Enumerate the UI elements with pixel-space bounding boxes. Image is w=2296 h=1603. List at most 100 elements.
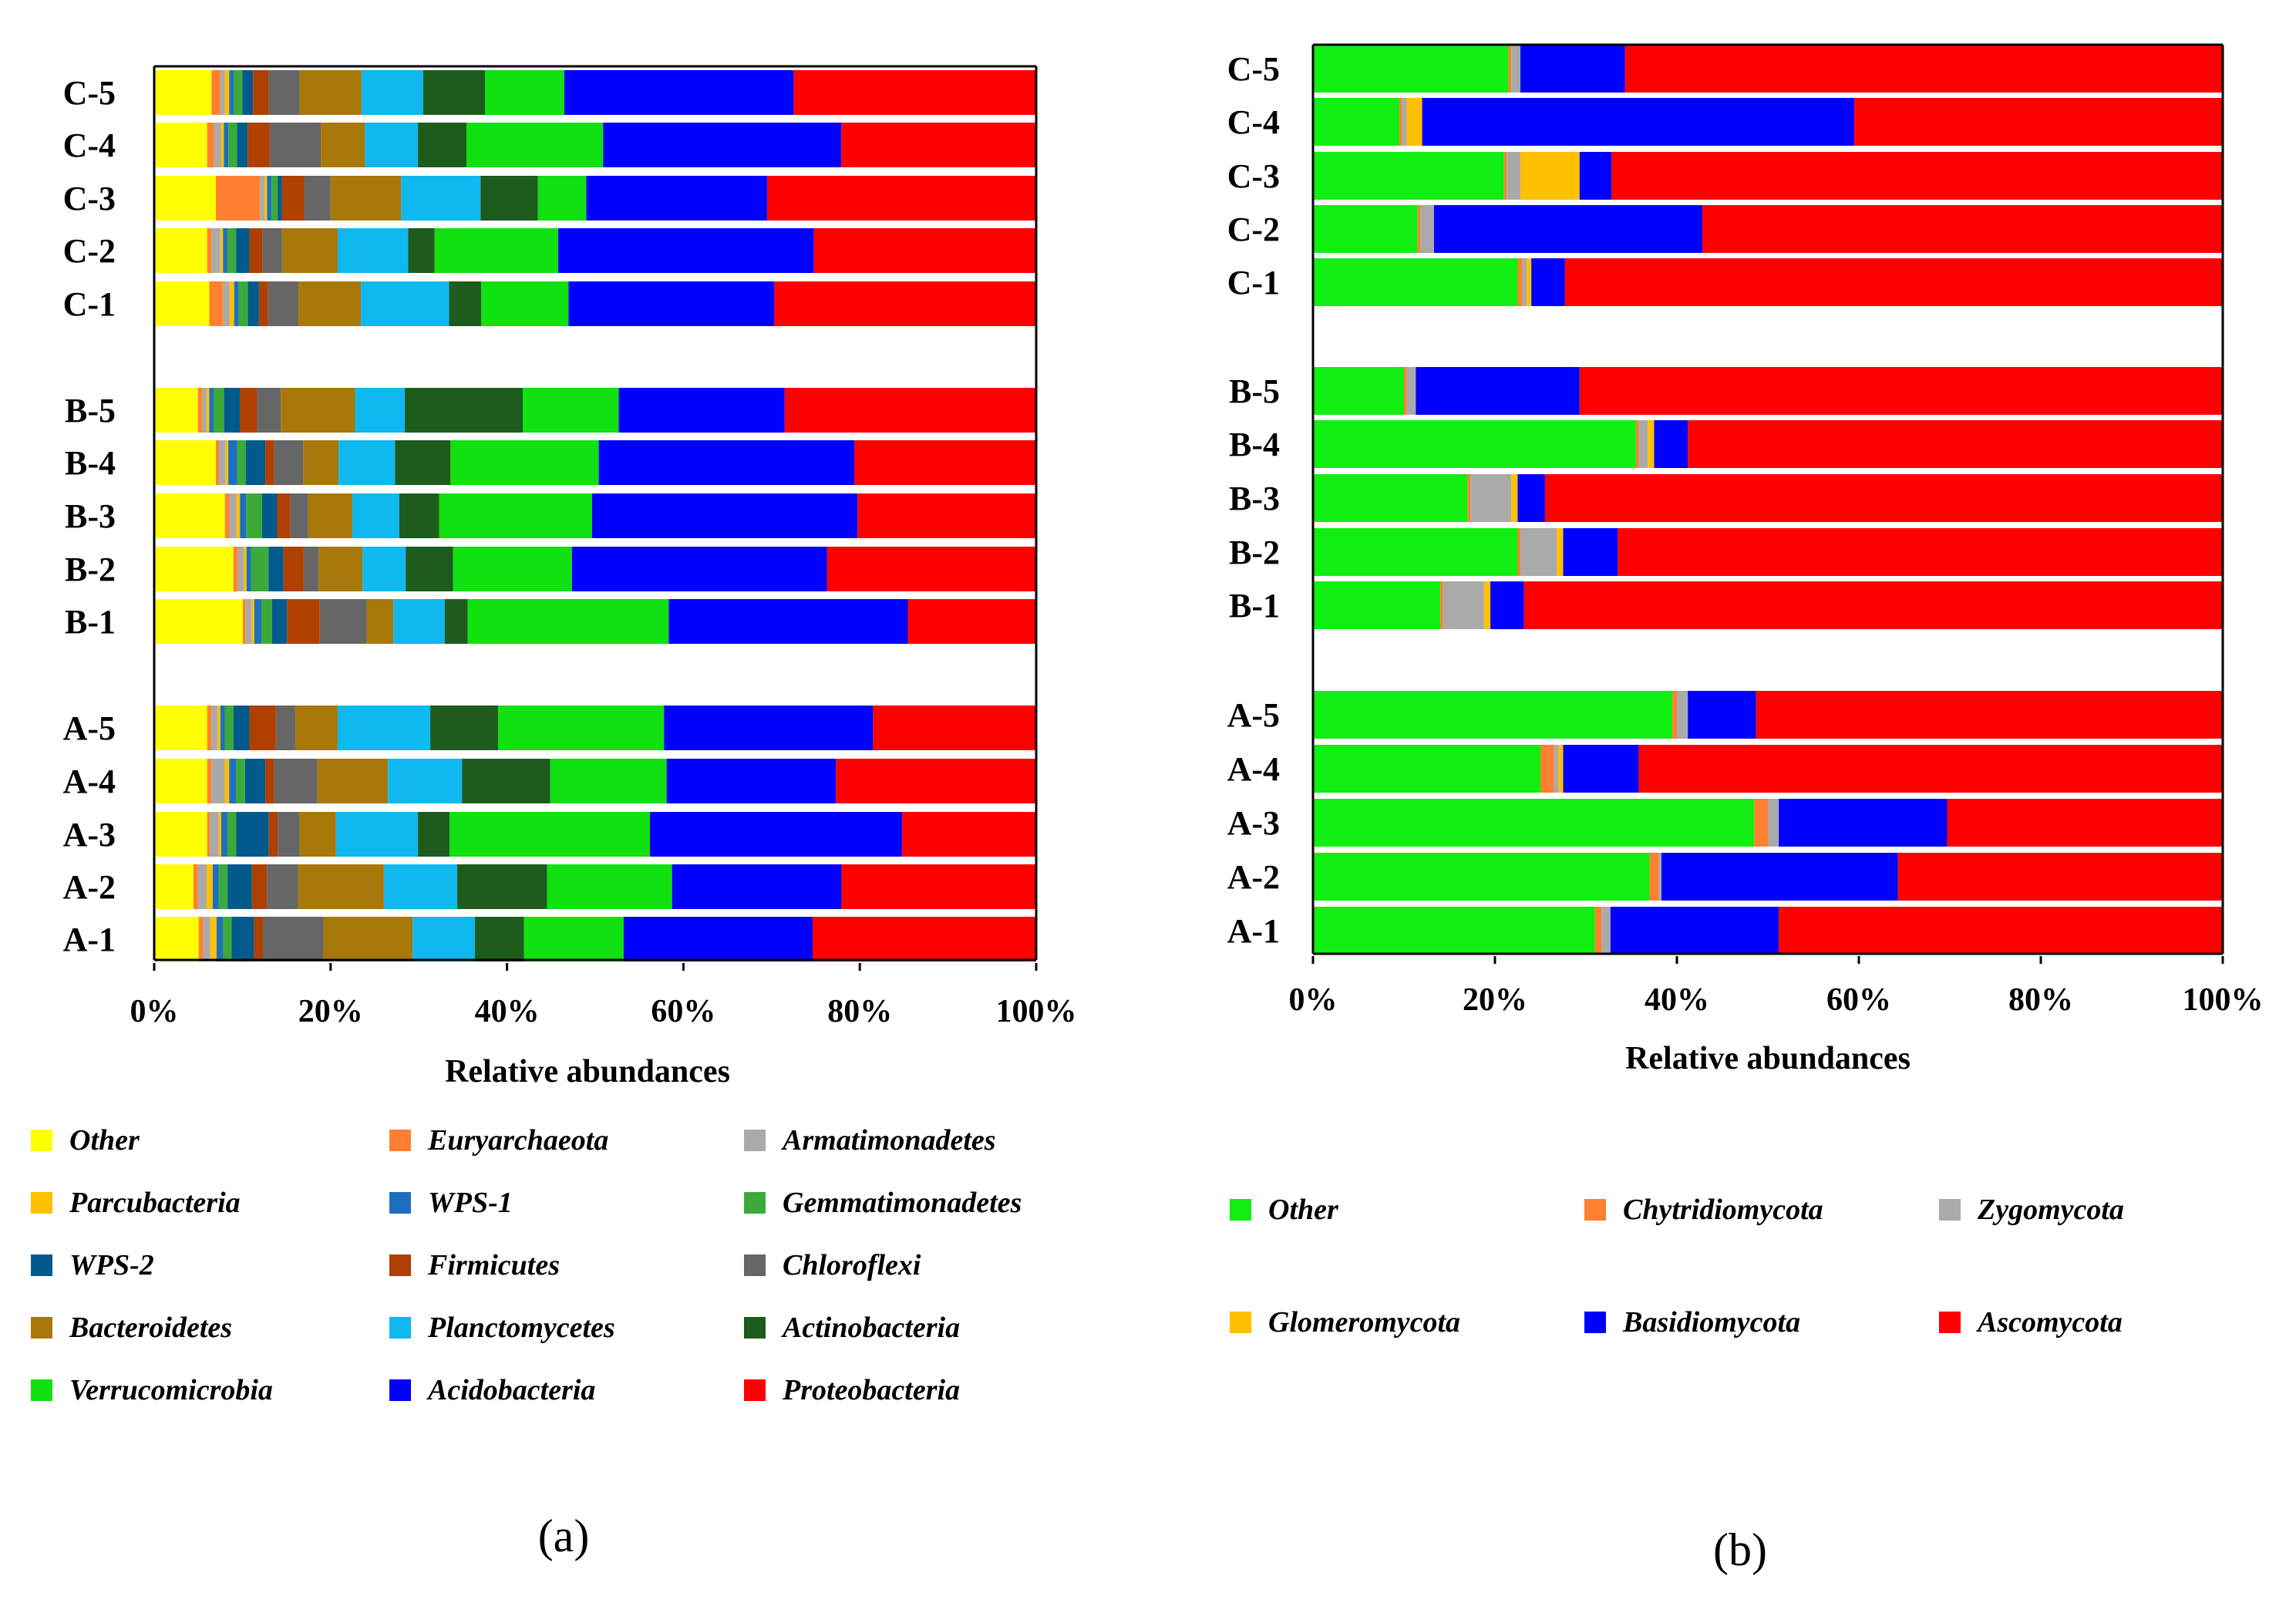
legend-label-Basidiomycota: Basidiomycota	[1622, 1306, 1800, 1339]
bar-segment-C-2-Verrucomicrobia	[434, 228, 558, 273]
bar-segment-B-4-Chytridiomycota	[1635, 420, 1639, 468]
bar-segment-B-5-Armatimonadetes	[202, 388, 207, 433]
bar-segment-A-4-Chloroflexi	[274, 759, 318, 803]
bar-segment-B-3-Firmicutes	[277, 493, 291, 538]
bar-segment-B-5-Acidobacteria	[618, 388, 785, 433]
bar-segment-C-4-Bacteroidetes	[321, 123, 365, 167]
bar-segment-C-5-Zygomycota	[1511, 45, 1521, 93]
legend-swatch-Verrucomicrobia	[31, 1379, 52, 1401]
legend-label-Actinobacteria: Actinobacteria	[781, 1312, 960, 1344]
bar-segment-C-5-Basidiomycota	[1520, 45, 1625, 93]
bar-segment-A-1-Ascomycota	[1779, 907, 2223, 955]
bar-segment-C-4-Planctomycetes	[365, 123, 419, 167]
bar-segment-B-3-Verrucomicrobia	[439, 493, 592, 538]
legend-swatch-Zygomycota	[1939, 1199, 1961, 1221]
bar-segment-A-3-Other	[1313, 799, 1755, 847]
legend-label-Glomeromycota: Glomeromycota	[1268, 1306, 1460, 1339]
bar-segment-A-3-Verrucomicrobia	[449, 812, 650, 857]
legend-swatch-Ascomycota	[1939, 1312, 1961, 1333]
x-tick-label: 40%	[475, 994, 540, 1029]
bar-segment-A-2-Bacteroidetes	[298, 864, 384, 909]
bar-segment-A-4-Proteobacteria	[836, 759, 1036, 803]
legend-label-WPS-1: WPS-1	[428, 1187, 513, 1219]
legend-swatch-Actinobacteria	[744, 1317, 766, 1339]
bar-segment-B-1-Glomeromycota	[1483, 581, 1491, 629]
bar-segment-A-4-Chytridiomycota	[1540, 745, 1554, 793]
bar-segment-B-1-Armatimonadetes	[245, 599, 252, 644]
bar-segment-A-5-Verrucomicrobia	[498, 706, 665, 750]
bar-segment-B-3-Acidobacteria	[591, 493, 858, 538]
x-tick-label: 20%	[1463, 982, 1527, 1018]
legend-label-Acidobacteria: Acidobacteria	[426, 1374, 595, 1406]
y-tick-label-B-3: B-3	[1229, 480, 1280, 517]
bar-segment-C-3-Basidiomycota	[1579, 152, 1612, 200]
bar-segment-B-5-WPS-1	[209, 388, 214, 433]
bar-segment-A-1-Chloroflexi	[262, 917, 324, 961]
bar-segment-C-4-Ascomycota	[1854, 98, 2223, 146]
bar-segment-A-5-Firmicutes	[249, 706, 276, 750]
chart-a-x-axis-label: Relative abundances	[445, 1054, 730, 1089]
bar-segment-A-4-Firmicutes	[265, 759, 274, 803]
bar-segment-A-1-Basidiomycota	[1610, 907, 1779, 955]
y-tick-label-B-4: B-4	[65, 444, 116, 482]
legend-swatch-WPS-1	[389, 1192, 411, 1214]
y-tick-label-A-5: A-5	[1227, 696, 1280, 734]
bar-segment-B-1-WPS-2	[271, 599, 288, 644]
bar-segment-B-2-Euryarchaeota	[233, 547, 238, 591]
bar-segment-B-1-Planctomycetes	[393, 599, 445, 644]
bar-segment-A-1-Firmicutes	[254, 917, 263, 961]
bar-segment-B-2-WPS-2	[268, 547, 284, 591]
bar-segment-A-2-Parcubacteria	[206, 864, 213, 909]
bar-segment-C-1-Euryarchaeota	[209, 281, 224, 326]
bar-segment-C-5-Chloroflexi	[268, 70, 300, 115]
bar-segment-C-3-Proteobacteria	[767, 176, 1036, 221]
bar-segment-B-3-Zygomycota	[1470, 474, 1512, 522]
bar-segment-C-1-Other	[154, 281, 210, 326]
bar-segment-A-5-WPS-1	[220, 706, 225, 750]
bar-segment-B-4-Gemmatimonadetes	[237, 440, 246, 485]
bar-segment-A-5-Armatimonadetes	[211, 706, 218, 750]
bar-segment-B-4-Chloroflexi	[274, 440, 304, 485]
bar-segment-B-4-Other	[154, 440, 217, 485]
bar-segment-A-5-Parcubacteria	[217, 706, 221, 750]
y-tick-label-B-1: B-1	[1229, 587, 1280, 625]
bar-segment-A-5-Actinobacteria	[430, 706, 499, 750]
bar-segment-A-1-Parcubacteria	[210, 917, 217, 961]
legend-swatch-Bacteroidetes	[31, 1317, 52, 1339]
bar-segment-C-4-Glomeromycota	[1406, 98, 1422, 146]
bar-segment-B-5-Firmicutes	[240, 388, 258, 433]
bar-segment-C-5-Euryarchaeota	[211, 70, 221, 115]
bar-segment-C-3-Other	[154, 176, 217, 221]
legend-label-WPS-2: WPS-2	[69, 1249, 154, 1281]
bar-segment-C-5-Parcubacteria	[224, 70, 230, 115]
bar-segment-C-5-Gemmatimonadetes	[233, 70, 243, 115]
x-tick-label: 0%	[1289, 982, 1338, 1018]
bar-segment-C-4-Chytridiomycota	[1399, 98, 1402, 146]
bar-segment-B-3-Bacteroidetes	[308, 493, 353, 538]
bar-segment-A-4-Basidiomycota	[1563, 745, 1639, 793]
y-tick-label-C-2: C-2	[1227, 210, 1280, 248]
bar-segment-A-5-Proteobacteria	[873, 706, 1036, 750]
bar-segment-B-4-Proteobacteria	[854, 440, 1036, 485]
legend-swatch-Proteobacteria	[744, 1379, 766, 1401]
bar-segment-B-1-Chloroflexi	[319, 599, 367, 644]
chart-a-bars	[154, 70, 1037, 961]
bar-segment-B-3-WPS-1	[240, 493, 247, 538]
bar-segment-B-1-Other	[1313, 581, 1441, 629]
bar-segment-B-2-Chloroflexi	[303, 547, 319, 591]
bar-segment-B-4-Planctomycetes	[338, 440, 396, 485]
bar-segment-A-5-Chloroflexi	[275, 706, 296, 750]
bar-segment-C-4-Acidobacteria	[603, 123, 842, 167]
bar-segment-A-1-Armatimonadetes	[203, 917, 210, 961]
legend-swatch-Glomeromycota	[1230, 1312, 1251, 1333]
bar-segment-A-2-WPS-2	[227, 864, 252, 909]
bar-segment-A-4-Actinobacteria	[462, 759, 550, 803]
bar-segment-C-5-Acidobacteria	[564, 70, 794, 115]
legend-label-Chytridiomycota: Chytridiomycota	[1623, 1194, 1823, 1226]
bar-segment-A-1-Gemmatimonadetes	[222, 917, 232, 961]
bar-segment-B-4-Euryarchaeota	[216, 440, 219, 485]
bar-segment-C-3-WPS-1	[267, 176, 272, 221]
bar-segment-A-3-Chloroflexi	[278, 812, 300, 857]
y-tick-label-A-4: A-4	[63, 763, 116, 800]
bar-segment-C-1-WPS-2	[247, 281, 259, 326]
